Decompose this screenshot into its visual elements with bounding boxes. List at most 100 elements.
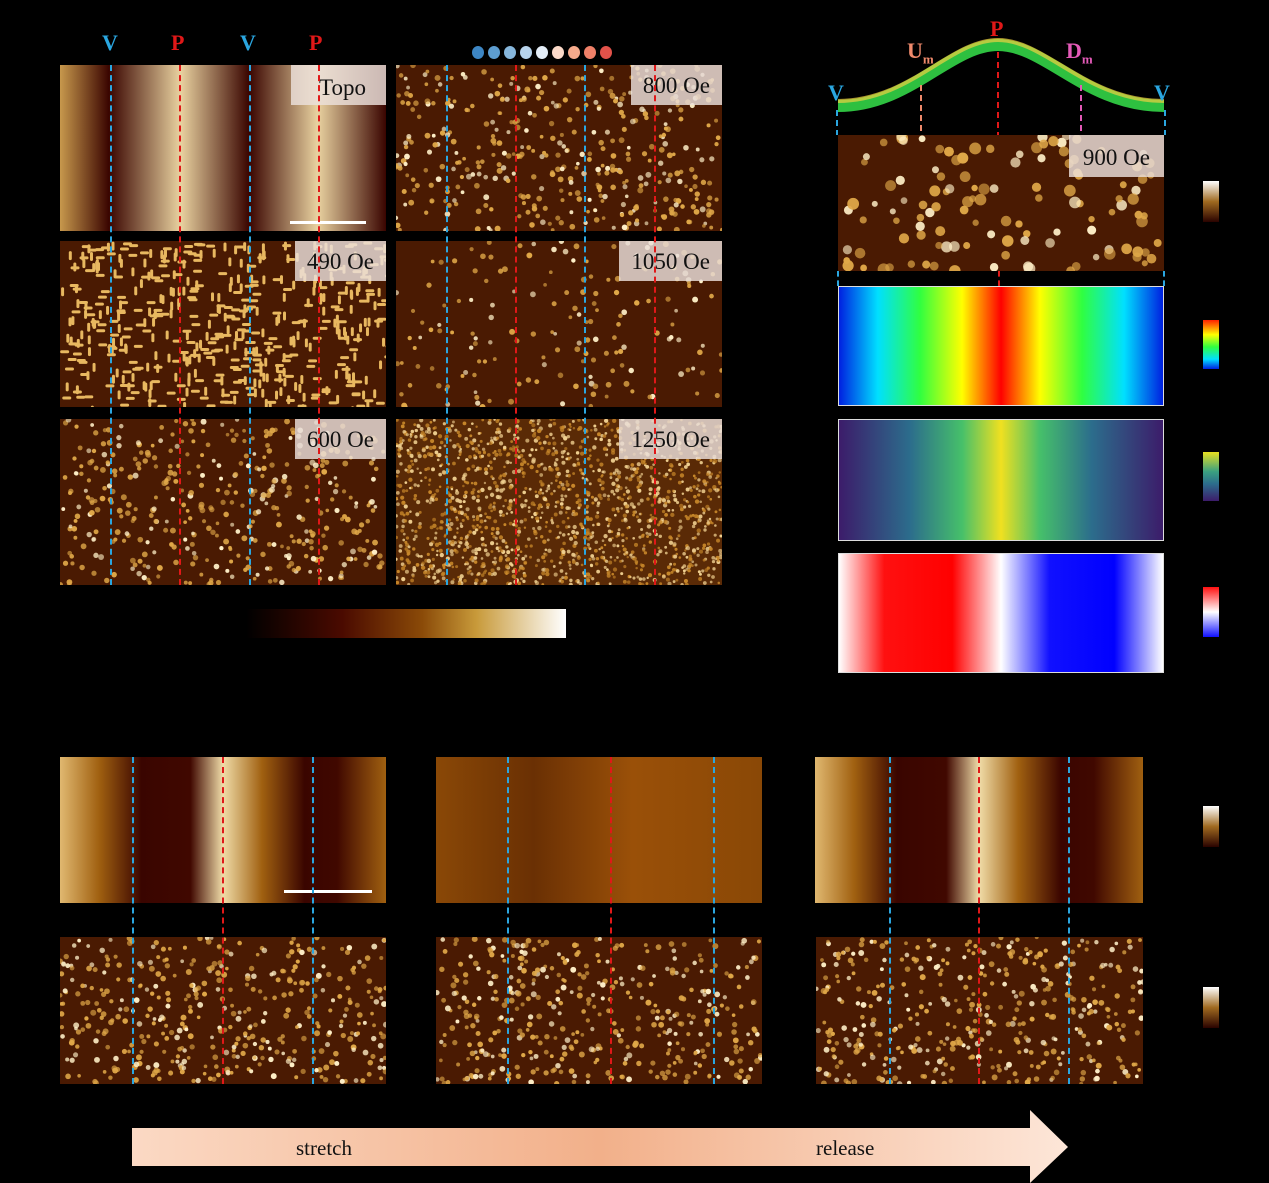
afm-feature [116,310,126,314]
afm-feature [68,251,72,261]
afm-feature [622,547,627,552]
afm-feature [605,453,609,457]
afm-feature [713,533,717,537]
afm-feature [680,467,684,472]
afm-feature [210,1044,216,1050]
afm-feature [452,578,455,581]
afm-feature [367,1059,374,1066]
afm-feature [439,464,442,468]
afm-feature [476,494,480,498]
afm-feature [153,1041,159,1047]
afm-feature [702,992,707,997]
afm-feature [624,504,629,509]
afm-feature [618,550,621,553]
afm-feature [724,971,729,976]
afm-feature [267,400,277,404]
afm-feature [306,946,313,952]
afm-feature [68,488,74,494]
afm-feature [372,1023,376,1028]
afm-feature [91,448,97,454]
afm-feature [694,563,698,567]
afm-feature [830,1046,836,1053]
afm-feature [823,1046,830,1053]
afm-feature [847,957,854,964]
afm-feature [658,550,661,554]
afm-feature [292,1057,297,1063]
afm-feature [234,432,239,438]
afm-feature [370,1011,374,1016]
afm-feature [1028,949,1033,955]
afm-feature [611,450,616,455]
afm-feature [505,153,512,159]
afm-feature [263,996,268,1001]
afm-feature [432,517,436,522]
afm-feature [231,308,241,312]
afm-feature [636,575,640,579]
afm-feature [167,469,174,476]
afm-feature [711,575,715,579]
afm-feature [843,1036,849,1043]
afm-feature [296,943,301,948]
afm-feature [201,980,208,987]
afm-feature [285,953,292,959]
afm-feature [543,1049,549,1055]
afm-feature [575,493,580,498]
afm-feature [530,1069,536,1075]
afm-feature [434,542,440,547]
afm-feature [134,286,138,296]
afm-feature [524,959,529,964]
afm-feature [427,575,431,579]
afm-feature [472,530,477,535]
afm-feature [544,548,548,552]
height-profile-curve [836,37,1166,135]
afm-feature [678,1058,684,1064]
afm-feature [838,1059,844,1065]
afm-feature [644,221,649,226]
afm-feature [474,551,478,556]
afm-feature [490,509,493,513]
afm-feature [712,485,717,490]
afm-feature [847,197,860,210]
afm-feature [618,348,624,354]
afm-feature [281,473,288,480]
afm-feature [519,1032,525,1038]
afm-feature [636,467,640,471]
afm-feature [619,559,623,563]
afm-feature [466,467,471,472]
afm-feature [249,1069,254,1074]
afm-feature [918,965,924,971]
afm-feature [340,946,345,952]
afm-feature [472,341,478,347]
afm-feature [731,1021,738,1028]
afm-feature [417,454,422,459]
afm-feature [537,1040,543,1046]
afm-feature [519,453,524,458]
afm-feature [429,366,435,371]
afm-feature [459,447,462,451]
afm-feature [602,493,607,498]
afm-feature [449,549,454,554]
afm-feature [1105,1007,1111,1013]
afm-feature [1024,946,1029,952]
afm-feature [77,938,81,943]
afm-feature [382,1068,386,1075]
afm-feature [548,423,553,428]
afm-feature [694,499,700,504]
afm-feature [603,543,607,547]
afm-feature [122,1018,128,1024]
afm-feature [972,219,979,226]
afm-feature [611,225,616,230]
afm-feature [634,204,639,209]
afm-feature [246,1006,252,1012]
afm-feature [243,304,247,314]
afm-feature [65,419,72,423]
afm-feature [487,464,490,468]
afm-feature [431,498,435,502]
afm-feature [119,300,123,310]
afm-feature [473,481,478,486]
afm-feature [257,467,262,472]
afm-feature [668,335,674,340]
afm-feature [835,951,842,958]
afm-feature [530,331,537,337]
afm-feature [642,111,649,117]
